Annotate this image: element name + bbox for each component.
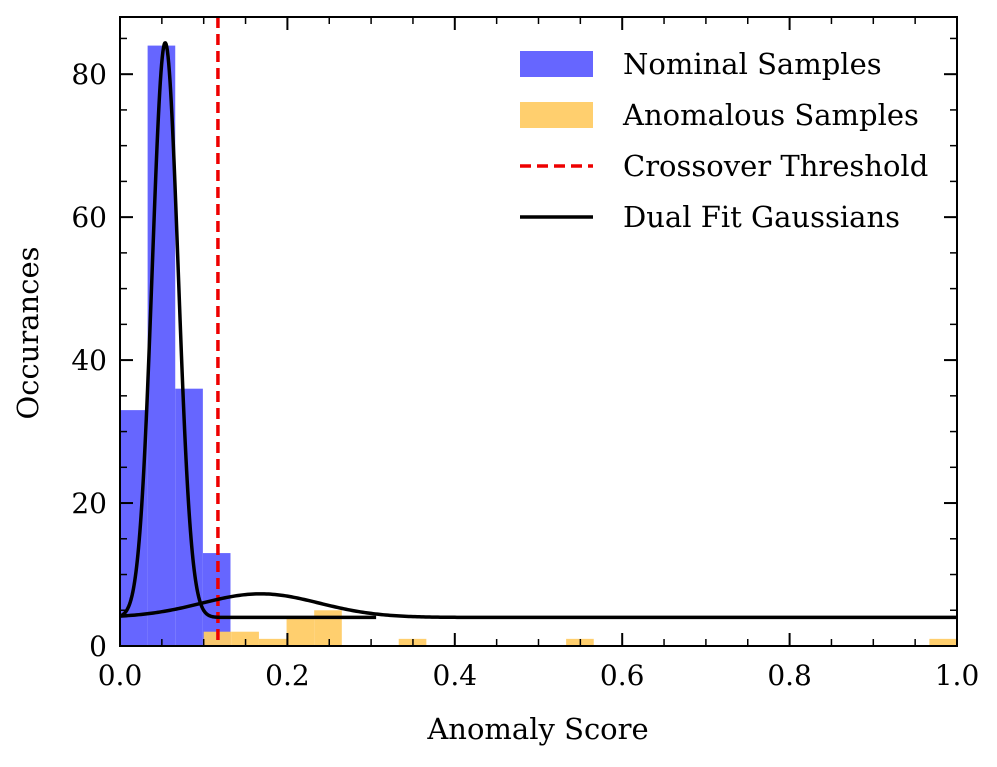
legend-label-anomalous: Anomalous Samples [622,98,919,132]
axis-labels: Anomaly Score Occurances [11,246,649,746]
y-tick-label: 80 [71,58,107,91]
plot-area [120,17,957,646]
gaussian-curve-nominal [120,41,378,620]
axes: 0.0 0.2 0.4 0.6 0.8 1.0 0 20 40 60 80 [71,16,980,692]
x-tick-label: 0.2 [265,659,310,692]
anomalous-bar [231,631,259,646]
legend-swatch-anomalous [520,102,593,128]
x-tick-label: 0.4 [433,659,478,692]
y-tick-label: 20 [71,487,107,520]
x-axis-label: Anomaly Score [426,712,648,746]
y-axis-label: Occurances [11,246,45,419]
plot-content [120,17,957,646]
anomalous-bar [258,638,287,646]
anomalous-bar [929,638,957,646]
x-tick-label: 0.8 [767,659,812,692]
anomalous-bar [314,610,342,646]
gaussian-curve-anomalous [120,592,957,620]
legend-label-threshold: Crossover Threshold [623,149,928,183]
legend-label-nominal: Nominal Samples [623,47,882,81]
x-tick-label: 0.6 [600,659,645,692]
anomalous-bar [286,617,315,646]
y-tick-label: 60 [71,201,107,234]
legend-label-gaussians: Dual Fit Gaussians [623,200,900,234]
nominal-bar [120,410,148,646]
x-tick-label: 0.0 [98,659,143,692]
y-tick-label: 0 [89,630,107,663]
x-tick-label: 1.0 [935,659,980,692]
legend: Nominal Samples Anomalous Samples Crossove… [520,47,928,234]
nominal-bar [147,45,176,646]
legend-swatch-nominal [520,51,593,77]
y-tick-label: 40 [71,344,107,377]
